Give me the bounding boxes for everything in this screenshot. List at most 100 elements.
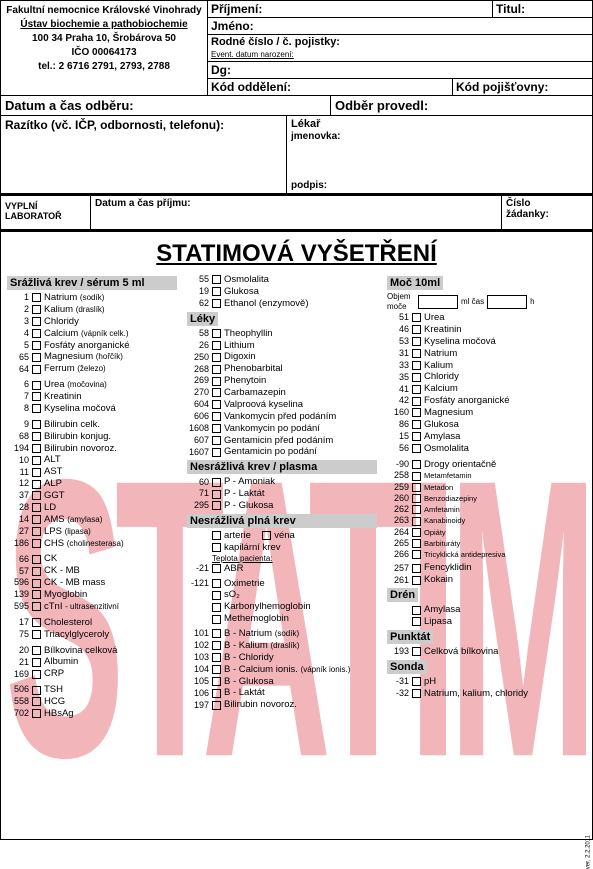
test-item[interactable]: 258Metamfetamin — [387, 470, 586, 481]
test-item[interactable]: 10ALT — [7, 454, 187, 466]
test-item[interactable]: 3Chloridy — [7, 316, 187, 328]
test-item[interactable]: 53Kyselina močová — [387, 336, 586, 348]
test-item[interactable]: 62Ethanol (enzymově) — [187, 298, 387, 310]
test-item[interactable]: 595cTnI - ultrasenzitivní — [7, 601, 187, 613]
test-item[interactable]: 139Myoglobin — [7, 589, 187, 601]
test-item[interactable]: 66CK — [7, 553, 187, 565]
test-item[interactable]: 102B - Kalium (draslík) — [187, 640, 387, 652]
test-item[interactable]: 2Kalium (draslík) — [7, 304, 187, 316]
test-item[interactable]: 86Glukosa — [387, 419, 586, 431]
test-item[interactable]: 193Celková bílkovina — [387, 646, 586, 658]
test-item[interactable]: 35Chloridy — [387, 371, 586, 383]
test-item[interactable]: 264Opiáty — [387, 527, 586, 538]
test-item[interactable]: 269Phenytoin — [187, 375, 387, 387]
test-item[interactable]: 160Magnesium — [387, 407, 586, 419]
test-item[interactable]: 42Fosfáty anorganické — [387, 395, 586, 407]
field-rc[interactable]: Rodné číslo / č. pojistky:Event. datum n… — [208, 35, 592, 61]
test-item[interactable]: 55Osmolalita — [187, 274, 387, 286]
test-item[interactable]: 268Phenobarbital — [187, 363, 387, 375]
test-item[interactable]: 606Vankomycin před podáním — [187, 411, 387, 423]
test-item[interactable]: 604Valproová kyselina — [187, 399, 387, 411]
test-item[interactable]: Lipasa — [387, 616, 586, 628]
test-item[interactable]: 75Triacylglyceroly — [7, 629, 187, 641]
field-provedl[interactable]: Odběr provedl: — [331, 96, 592, 115]
test-item[interactable]: 558HCG — [7, 696, 187, 708]
test-item[interactable]: Methemoglobin — [187, 613, 387, 625]
test-item[interactable]: 169CRP — [7, 668, 187, 680]
test-item[interactable]: 68Bilirubin konjug. — [7, 431, 187, 443]
test-item[interactable]: 197Bilirubin novoroz. — [187, 699, 387, 711]
field-titul[interactable]: Titul: — [492, 1, 592, 17]
test-item[interactable]: 270Carbamazepin — [187, 387, 387, 399]
test-item[interactable]: Karbonylhemoglobin — [187, 601, 387, 613]
field-dg[interactable]: Dg: — [208, 62, 592, 78]
test-item[interactable]: 257Fencyklidin — [387, 562, 586, 574]
test-item[interactable]: 64Ferrum (železo) — [7, 363, 187, 375]
test-item[interactable]: 27LPS (lipasa) — [7, 526, 187, 538]
test-item[interactable]: 104B - Calcium ionis. (vápník ionis.) — [187, 664, 387, 676]
field-prijmu[interactable]: Datum a čas příjmu: — [91, 196, 502, 229]
test-item[interactable]: 105B - Glukosa — [187, 676, 387, 688]
test-item[interactable]: 262Amfetamin — [387, 504, 586, 515]
field-jmeno[interactable]: Jméno: — [208, 18, 592, 34]
test-item[interactable]: 26Lithium — [187, 340, 387, 352]
field-razitko[interactable]: Razítko (vč. IČP, odbornosti, telefonu): — [1, 116, 287, 193]
test-item[interactable]: -121Oximetrie — [187, 578, 387, 590]
test-item[interactable]: 1608Vankomycin po podání — [187, 423, 387, 435]
test-item[interactable]: -90Drogy orientačně — [387, 459, 586, 471]
test-item[interactable]: 103B - Chloridy — [187, 652, 387, 664]
test-item[interactable]: 9Bilirubin celk. — [7, 419, 187, 431]
test-item[interactable]: 261Kokain — [387, 574, 586, 586]
test-item[interactable]: 60P - Amoniak — [187, 476, 387, 488]
moc-volume[interactable]: Objem moče ml čas h — [387, 292, 586, 312]
test-item[interactable]: Amylasa — [387, 604, 586, 616]
test-item[interactable]: 14AMS (amylasa) — [7, 514, 187, 526]
test-item[interactable]: 37GGT — [7, 490, 187, 502]
test-item[interactable]: 46Kreatinin — [387, 324, 586, 336]
test-item[interactable]: 15Amylasa — [387, 431, 586, 443]
test-item[interactable]: 28LD — [7, 502, 187, 514]
arterie-vena[interactable]: arterie véna — [212, 530, 387, 542]
test-item[interactable]: 31Natrium — [387, 348, 586, 360]
test-item[interactable]: 12ALP — [7, 478, 187, 490]
field-lekar[interactable]: Lékař jmenovka: podpis: — [287, 116, 592, 193]
test-item[interactable]: 607Gentamicin před podáním — [187, 435, 387, 447]
test-item[interactable]: 56Osmolalita — [387, 443, 586, 455]
test-item[interactable]: -32Natrium, kalium, chloridy — [387, 688, 586, 700]
field-prijmeni[interactable]: Příjmení: — [208, 1, 492, 17]
test-item[interactable]: 8Kyselina močová — [7, 403, 187, 415]
test-item[interactable]: sO₂ — [187, 589, 387, 601]
test-item[interactable]: 1Natrium (sodík) — [7, 292, 187, 304]
test-item[interactable]: 6Urea (močovina) — [7, 379, 187, 391]
test-item[interactable]: -21ABR — [187, 563, 387, 575]
test-item[interactable]: 266Tricyklická antidepresiva — [387, 549, 586, 560]
test-item[interactable]: -31pH — [387, 676, 586, 688]
test-item[interactable]: 1607Gentamicin po podání — [187, 446, 387, 458]
field-odd[interactable]: Kód oddělení: — [208, 79, 452, 95]
test-item[interactable]: 5Fosfáty anorganické — [7, 340, 187, 352]
test-item[interactable]: 7Kreatinin — [7, 391, 187, 403]
test-item[interactable]: 194Bilirubin novoroz. — [7, 443, 187, 455]
test-item[interactable]: 51Urea — [387, 312, 586, 324]
test-item[interactable]: 259Metadon — [387, 482, 586, 493]
field-poj[interactable]: Kód pojišťovny: — [452, 79, 592, 95]
test-item[interactable]: 250Digoxin — [187, 351, 387, 363]
test-item[interactable]: 57CK - MB — [7, 565, 187, 577]
test-item[interactable]: 21Albumin — [7, 656, 187, 668]
test-item[interactable]: 106B - Laktát — [187, 687, 387, 699]
test-item[interactable]: 65Magnesium (hořčík) — [7, 351, 187, 363]
test-item[interactable]: 71P - Laktát — [187, 488, 387, 500]
test-item[interactable]: 33Kalium — [387, 360, 586, 372]
test-item[interactable]: 41Kalcium — [387, 383, 586, 395]
test-item[interactable]: 596CK - MB mass — [7, 577, 187, 589]
field-odber[interactable]: Datum a čas odběru: — [1, 96, 331, 115]
test-item[interactable]: 17Cholesterol — [7, 617, 187, 629]
test-item[interactable]: 265Barbituráty — [387, 538, 586, 549]
test-item[interactable]: 506TSH — [7, 684, 187, 696]
test-item[interactable]: 295P - Glukosa — [187, 500, 387, 512]
test-item[interactable]: 4Calcium (vápník celk.) — [7, 328, 187, 340]
test-item[interactable]: 58Theophyllin — [187, 328, 387, 340]
test-item[interactable]: 186CHS (cholinesterasa) — [7, 538, 187, 550]
kapilarni[interactable]: kapilární krev — [212, 542, 387, 554]
test-item[interactable]: 702HBsAg — [7, 708, 187, 720]
